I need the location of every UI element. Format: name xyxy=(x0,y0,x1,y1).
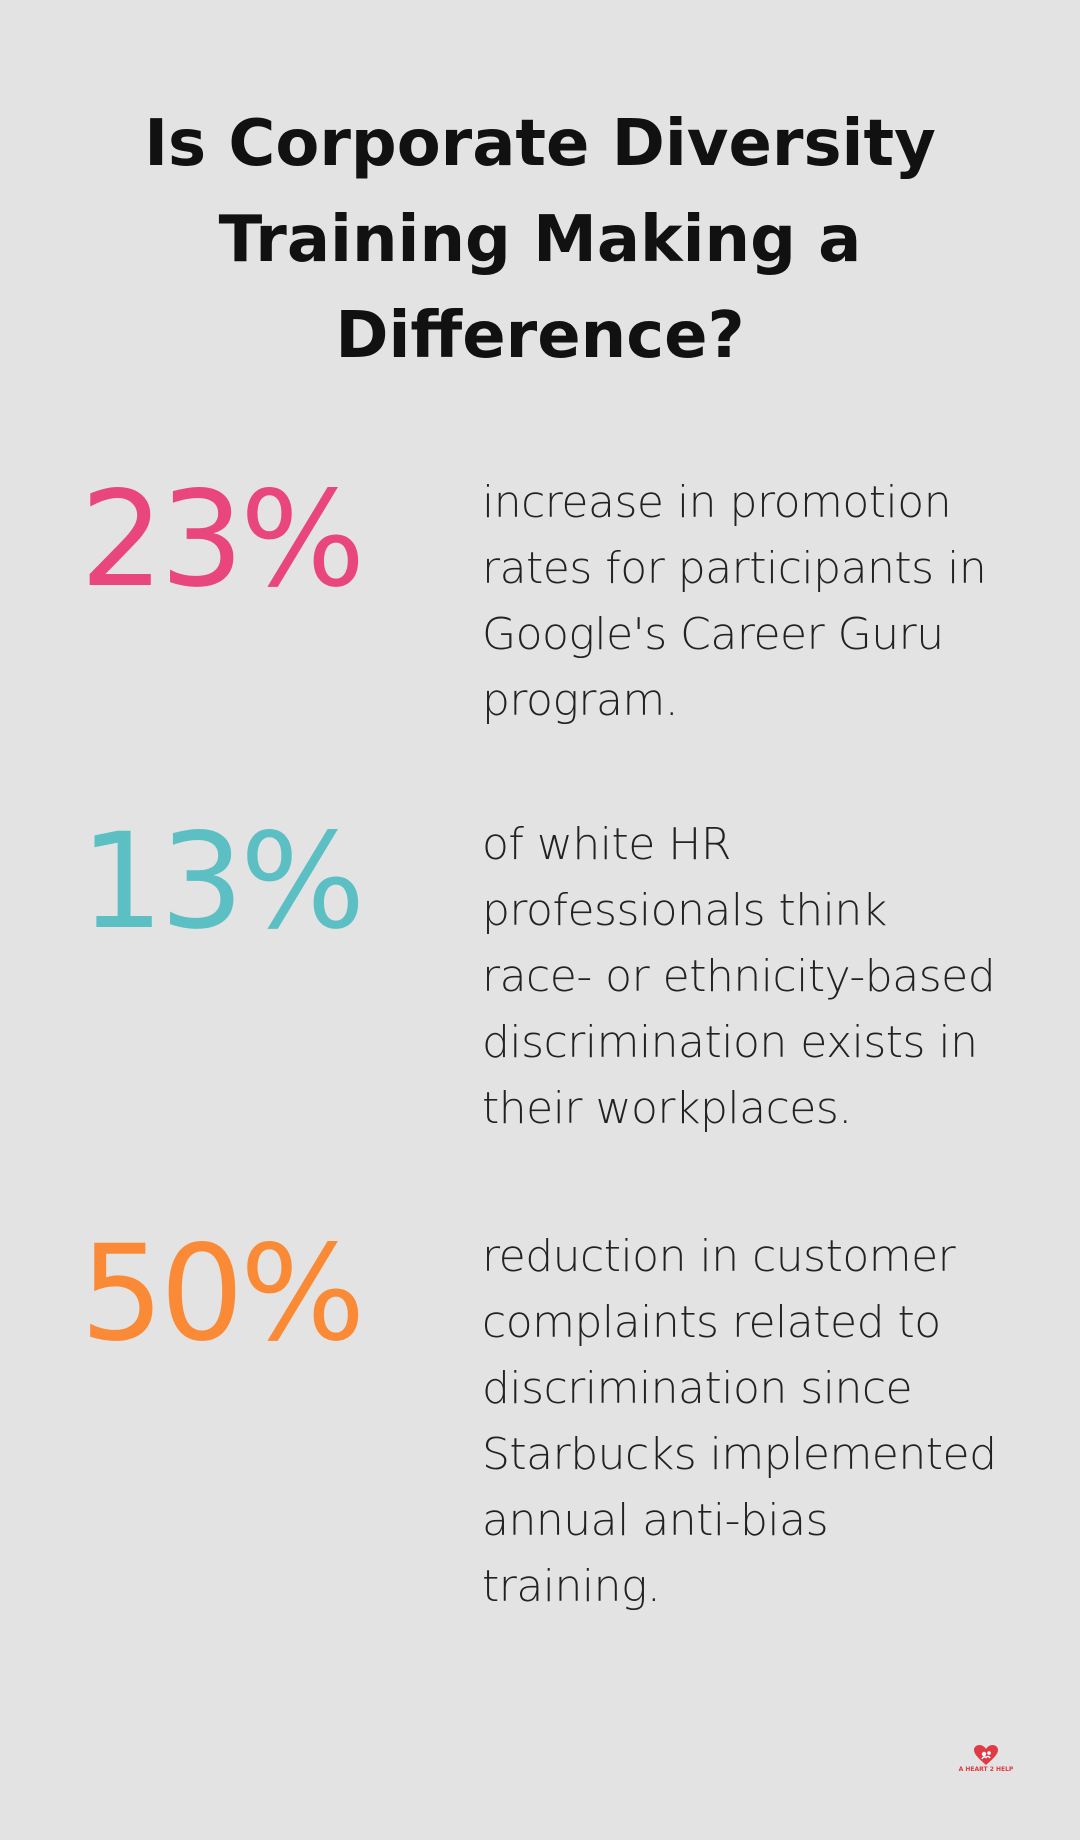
stat-value: 13% xyxy=(80,805,365,959)
logo-text: A HEART 2 HELP xyxy=(958,1766,1014,1773)
stat-block-hr-professionals: 13% of white HR professionals think race… xyxy=(0,805,1080,1134)
stat-block-promotion: 23% increase in promotion rates for part… xyxy=(0,470,1080,790)
stat-value: 50% xyxy=(80,1217,365,1371)
stat-description: reduction in customer complaints related… xyxy=(482,1231,997,1612)
heart-logo-icon xyxy=(974,1745,998,1765)
stat-block-customer-complaints: 50% reduction in customer complaints rel… xyxy=(0,1217,1080,1612)
stat-value: 23% xyxy=(80,463,365,617)
brand-logo: A HEART 2 HELP xyxy=(956,1744,1016,1778)
stat-description: of white HR professionals think race- or… xyxy=(482,819,996,1134)
stat-description: increase in promotion rates for particip… xyxy=(482,477,987,726)
page-title: Is Corporate Diversity Training Making a… xyxy=(144,107,936,373)
